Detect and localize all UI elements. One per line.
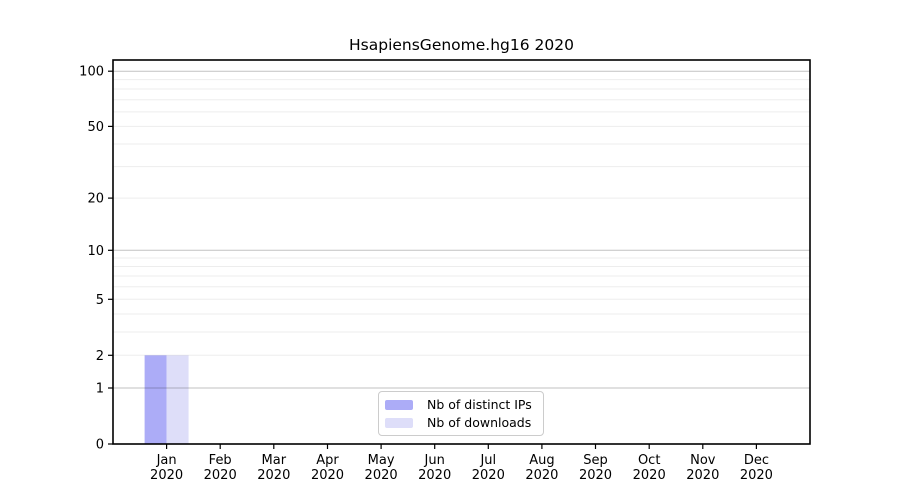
y-tick-label: 20 bbox=[87, 192, 104, 207]
x-tick-label-month: Mar bbox=[262, 453, 287, 468]
legend-swatch-distinct-ips bbox=[385, 399, 413, 410]
x-tick-label-year: 2020 bbox=[257, 468, 290, 483]
legend-item-downloads: Nb of downloads bbox=[385, 415, 537, 430]
x-tick-label-month: Sep bbox=[583, 453, 608, 468]
x-tick-label-month: Jan bbox=[156, 453, 177, 468]
x-tick-label-month: Dec bbox=[744, 453, 769, 468]
legend-label-distinct-ips: Nb of distinct IPs bbox=[427, 397, 532, 412]
legend-item-distinct-ips: Nb of distinct IPs bbox=[385, 397, 537, 412]
gridlines-group bbox=[113, 70, 810, 389]
chart-title: HsapiensGenome.hg16 2020 bbox=[349, 36, 574, 54]
x-tick-label-month: Jun bbox=[424, 453, 445, 468]
y-tick-label: 50 bbox=[87, 120, 104, 135]
x-tick-label-month: Jul bbox=[479, 453, 496, 468]
y-tick-label: 5 bbox=[96, 293, 104, 308]
plot-border bbox=[112, 59, 811, 445]
x-tick-label-year: 2020 bbox=[365, 468, 398, 483]
x-tick-label-year: 2020 bbox=[740, 468, 773, 483]
y-tick-label: 10 bbox=[87, 244, 104, 259]
y-tick-label: 100 bbox=[79, 65, 104, 80]
y-tick-label: 2 bbox=[96, 349, 104, 364]
y-tick-label: 0 bbox=[96, 438, 104, 453]
x-tick-label-month: Nov bbox=[690, 453, 716, 468]
x-tick-label-year: 2020 bbox=[150, 468, 183, 483]
y-axis: 0 1 2 5 10 20 50 100 bbox=[79, 65, 113, 453]
x-tick-label-year: 2020 bbox=[686, 468, 719, 483]
bars-group bbox=[144, 355, 189, 444]
x-axis: Jan2020Feb2020Mar2020Apr2020May2020Jun20… bbox=[150, 444, 773, 483]
bar-jan-series0 bbox=[144, 355, 167, 444]
bar-jan-series1 bbox=[166, 355, 189, 444]
x-tick-label-month: Feb bbox=[209, 453, 232, 468]
x-tick-label-month: May bbox=[368, 453, 395, 468]
x-tick-label-year: 2020 bbox=[418, 468, 451, 483]
legend-swatch-downloads bbox=[385, 417, 413, 428]
x-tick-label-year: 2020 bbox=[525, 468, 558, 483]
x-tick-label-month: Apr bbox=[316, 453, 339, 468]
legend-label-downloads: Nb of downloads bbox=[427, 415, 532, 430]
x-tick-label-month: Oct bbox=[638, 453, 660, 468]
x-tick-label-year: 2020 bbox=[204, 468, 237, 483]
legend: Nb of distinct IPs Nb of downloads bbox=[378, 391, 544, 436]
x-tick-label-year: 2020 bbox=[311, 468, 344, 483]
x-tick-label-month: Aug bbox=[529, 453, 554, 468]
x-tick-label-year: 2020 bbox=[472, 468, 505, 483]
x-tick-label-year: 2020 bbox=[579, 468, 612, 483]
y-tick-label: 1 bbox=[96, 382, 104, 397]
x-tick-label-year: 2020 bbox=[633, 468, 666, 483]
